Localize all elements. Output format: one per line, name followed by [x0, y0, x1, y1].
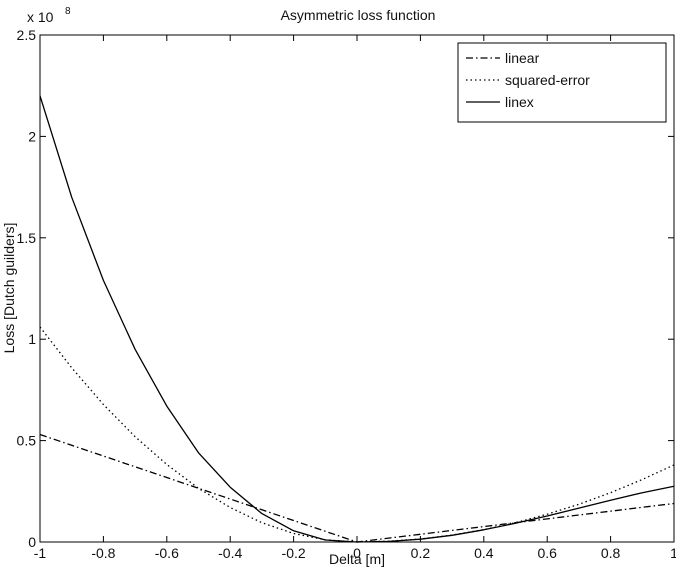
- y-exponent-base: x 10: [27, 9, 54, 25]
- x-tick-label: -0.2: [282, 545, 306, 561]
- legend-box: [457, 42, 667, 123]
- x-axis-label: Delta [m]: [329, 551, 385, 567]
- x-tick-label: 1: [670, 545, 676, 561]
- y-tick-label: 0: [28, 534, 36, 550]
- y-tick-label: 0.5: [17, 433, 37, 449]
- y-exponent-label: x 10 8: [27, 6, 71, 25]
- x-tick-label: -0.6: [155, 545, 179, 561]
- axis-ticks: -1 -0.8 -0.6 -0.4 -0.2 0 0.2 0.4 0.6 0.8 1 0 0.5 1 1.5…: [17, 27, 676, 561]
- plot-frame: [39, 34, 675, 543]
- y-tick-label: 1: [28, 331, 36, 347]
- x-tick-label: 0.2: [411, 545, 431, 561]
- y-tick-label: 2.5: [17, 27, 37, 43]
- chart-title: Asymmetric loss function: [281, 7, 436, 23]
- y-tick-label: 1.5: [17, 230, 37, 246]
- legend: linear squared-error linex: [457, 42, 667, 123]
- series-line-squared-error: [39, 326, 675, 543]
- x-tick-label: 0.8: [601, 545, 621, 561]
- legend-label-linear: linear: [505, 50, 540, 66]
- x-tick-label: 0.4: [474, 545, 494, 561]
- plot-lines: [39, 95, 675, 543]
- series-line-linex: [39, 95, 675, 543]
- legend-label-squared-error: squared-error: [505, 72, 590, 88]
- x-tick-label: 0: [353, 545, 361, 561]
- x-tick-label: -1: [34, 545, 47, 561]
- series-line-linear: [39, 433, 675, 543]
- legend-label-linex: linex: [505, 94, 534, 110]
- x-tick-label: -0.4: [218, 545, 242, 561]
- x-tick-label: -0.8: [91, 545, 115, 561]
- y-tick-label: 2: [28, 128, 36, 144]
- y-exponent-power: 8: [65, 6, 71, 17]
- x-tick-label: 0.6: [537, 545, 557, 561]
- y-axis-label: Loss [Dutch guilders]: [1, 223, 17, 354]
